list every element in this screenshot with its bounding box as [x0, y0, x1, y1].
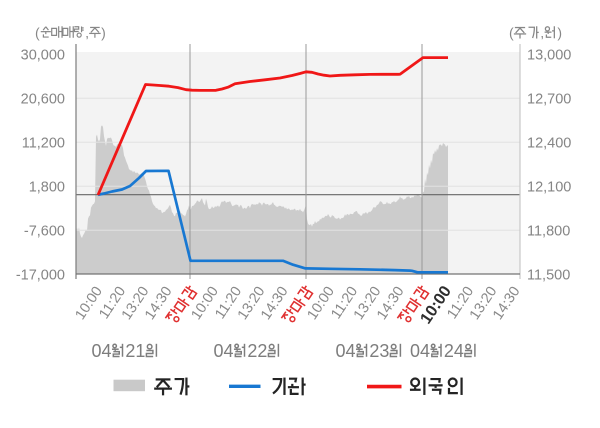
svg-text:04: 04: [336, 341, 356, 361]
svg-text:30,000: 30,000: [21, 47, 65, 63]
svg-text:,: ,: [85, 25, 89, 41]
svg-text:23: 23: [369, 341, 389, 361]
svg-text:12,100: 12,100: [527, 179, 571, 195]
svg-text:20,600: 20,600: [21, 91, 65, 107]
svg-text:11,800: 11,800: [527, 223, 570, 239]
svg-text:04: 04: [92, 341, 112, 361]
svg-text:): ): [101, 25, 106, 41]
svg-text:-7,600: -7,600: [24, 223, 65, 239]
svg-text:11,200: 11,200: [22, 135, 65, 151]
svg-text:22: 22: [247, 341, 267, 361]
svg-text:): ): [557, 25, 562, 41]
svg-text:21: 21: [125, 341, 145, 361]
svg-text:04: 04: [410, 341, 430, 361]
svg-text:24: 24: [444, 341, 464, 361]
svg-text:12,400: 12,400: [527, 135, 571, 151]
svg-text:,: ,: [540, 25, 544, 41]
svg-text:(: (: [509, 25, 514, 41]
svg-text:04: 04: [214, 341, 234, 361]
svg-text:13,000: 13,000: [527, 47, 571, 63]
svg-text:-17,000: -17,000: [16, 267, 65, 283]
svg-text:12,700: 12,700: [527, 91, 571, 107]
svg-text:1,800: 1,800: [29, 179, 65, 195]
svg-text:(: (: [35, 25, 40, 41]
svg-text:11,500: 11,500: [527, 267, 570, 283]
